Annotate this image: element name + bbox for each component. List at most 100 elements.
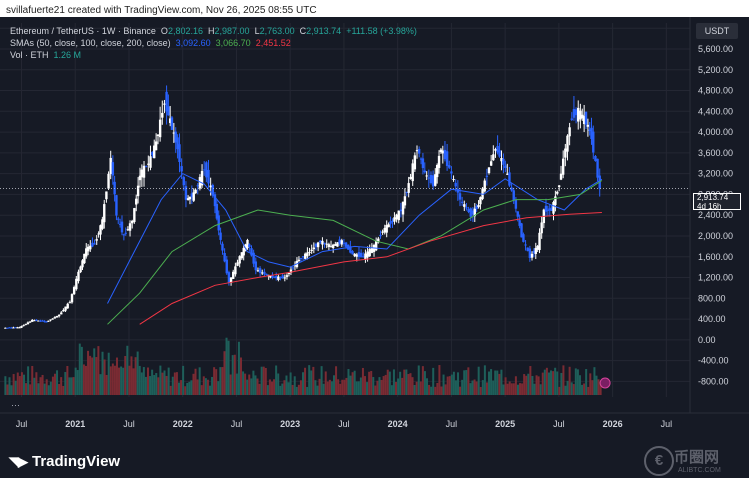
x-tick-label: Jul bbox=[661, 419, 673, 429]
volume-bar bbox=[4, 376, 7, 395]
candle-body bbox=[68, 302, 72, 304]
candle-body bbox=[417, 148, 421, 154]
volume-bar bbox=[436, 382, 439, 395]
volume-bar bbox=[281, 383, 284, 395]
volume-bar bbox=[254, 375, 257, 395]
volume-bar bbox=[18, 376, 21, 395]
candle-body bbox=[293, 264, 297, 267]
candle-body bbox=[196, 185, 199, 187]
volume-bar bbox=[115, 357, 118, 395]
price-chart[interactable]: -800.00 -400.00 0.00 400.00 800.00 1,200.00 1,… bbox=[0, 17, 749, 444]
candle-body bbox=[544, 205, 548, 212]
candle-body bbox=[528, 248, 532, 258]
candle-body bbox=[188, 196, 192, 200]
candle-body bbox=[467, 209, 470, 213]
volume-bar bbox=[25, 383, 28, 395]
candle-body bbox=[340, 240, 343, 245]
x-tick-label: 2023 bbox=[280, 419, 300, 429]
candle-body bbox=[144, 166, 148, 168]
volume-bar bbox=[479, 386, 482, 395]
candle-body bbox=[149, 156, 152, 168]
candle-body bbox=[176, 137, 179, 150]
volume-bar bbox=[446, 376, 449, 395]
volume-bar bbox=[109, 366, 112, 395]
volume-bar bbox=[264, 367, 267, 395]
candle-body bbox=[377, 238, 380, 243]
sma-row[interactable]: SMAs (50, close, 100, close, 200, close)… bbox=[10, 37, 417, 49]
volume-bar bbox=[390, 385, 393, 395]
volume-bar bbox=[438, 365, 441, 395]
candle-body bbox=[405, 191, 408, 193]
candle-body bbox=[269, 275, 272, 278]
volume-bar bbox=[138, 365, 141, 395]
volume-bar bbox=[41, 374, 44, 395]
candle-body bbox=[532, 250, 536, 253]
currency-badge[interactable]: USDT bbox=[696, 23, 738, 39]
candle-body bbox=[209, 185, 212, 188]
candle-body bbox=[93, 243, 96, 245]
volume-row[interactable]: Vol · ETH 1.26 M bbox=[10, 49, 417, 61]
volume-bar bbox=[163, 370, 166, 395]
candle-body bbox=[316, 242, 320, 248]
candle-body bbox=[83, 253, 86, 264]
symbol-label[interactable]: Ethereum / TetherUS · 1W · Binance bbox=[10, 26, 156, 36]
volume-bar bbox=[215, 369, 218, 395]
volume-bar bbox=[490, 369, 493, 395]
candle-body bbox=[581, 114, 584, 119]
candle-body bbox=[105, 191, 108, 200]
volume-bar bbox=[60, 377, 63, 395]
candle-body bbox=[227, 272, 231, 283]
candle-body bbox=[265, 273, 268, 275]
volume-bar bbox=[403, 369, 406, 395]
volume-bar bbox=[568, 366, 571, 395]
volume-bar bbox=[188, 381, 191, 395]
volume-bar bbox=[595, 375, 598, 395]
volume-bar bbox=[126, 345, 129, 395]
volume-bar bbox=[335, 366, 338, 395]
volume-bar bbox=[407, 374, 410, 395]
candle-body bbox=[89, 245, 92, 250]
more-indicators-ellipsis[interactable]: ··· bbox=[11, 400, 20, 410]
volume-bar bbox=[514, 376, 517, 395]
volume-bar bbox=[140, 372, 143, 395]
volume-bar bbox=[432, 367, 435, 395]
candle-body bbox=[520, 223, 523, 238]
candle-body bbox=[362, 256, 365, 258]
watermark-coin-icon: € bbox=[644, 446, 674, 476]
candle-body bbox=[217, 215, 220, 231]
volume-bar bbox=[488, 371, 491, 395]
candle-body bbox=[47, 320, 50, 322]
candle-body bbox=[79, 266, 82, 273]
candle-body bbox=[574, 109, 578, 116]
volume-bar bbox=[498, 373, 501, 395]
candle-body bbox=[156, 134, 160, 137]
volume-bar bbox=[386, 369, 389, 395]
volume-bar bbox=[105, 374, 108, 395]
volume-bar bbox=[285, 375, 288, 395]
candle-body bbox=[379, 234, 382, 237]
candle-body bbox=[45, 321, 48, 323]
candle-body bbox=[203, 169, 206, 171]
volume-bar bbox=[345, 377, 348, 395]
candle-body bbox=[41, 320, 44, 322]
volume-bar bbox=[273, 379, 276, 395]
candle-body bbox=[594, 155, 597, 161]
volume-bar bbox=[99, 374, 102, 395]
volume-bar bbox=[564, 385, 567, 395]
candle-body bbox=[49, 319, 52, 321]
candle-body bbox=[485, 175, 489, 177]
volume-bar bbox=[45, 379, 48, 395]
candle-body bbox=[550, 207, 553, 211]
volume-bar bbox=[33, 377, 36, 395]
volume-bar bbox=[554, 367, 557, 395]
volume-bar bbox=[206, 379, 209, 395]
volume-bar bbox=[566, 380, 569, 395]
candle-body bbox=[101, 219, 104, 229]
volume-bar bbox=[467, 367, 470, 395]
volume-bar bbox=[177, 382, 180, 395]
volume-bar bbox=[496, 370, 499, 395]
x-tick-label: Jul bbox=[338, 419, 350, 429]
candle-body bbox=[242, 247, 245, 256]
candle-body bbox=[357, 252, 361, 257]
candle-body bbox=[43, 320, 46, 322]
